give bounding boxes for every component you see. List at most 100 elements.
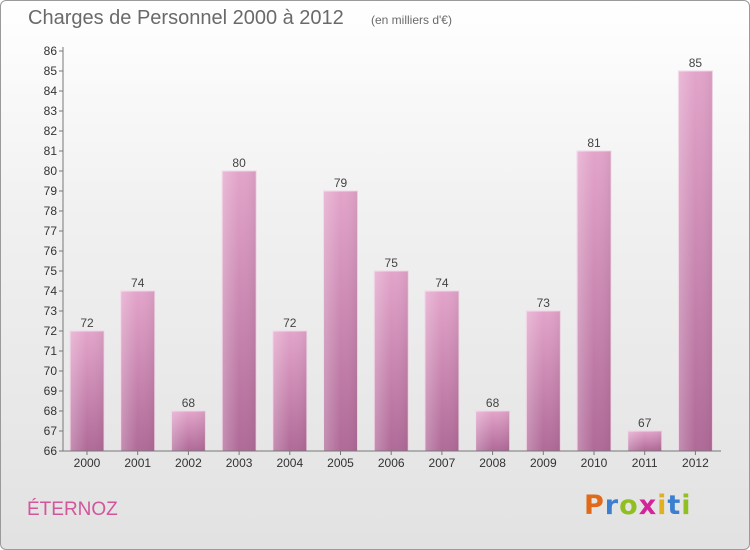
y-tick: 80 <box>44 164 63 178</box>
y-tick-label: 76 <box>44 244 58 258</box>
bar-group: 74 <box>120 276 156 452</box>
y-tick-label: 80 <box>44 164 58 178</box>
x-tick-label: 2003 <box>226 456 253 470</box>
logo-letter: r <box>604 490 620 521</box>
commune-name: ÉTERNOZ <box>27 499 118 520</box>
y-tick: 75 <box>44 264 63 278</box>
bar-value-label: 81 <box>587 136 601 150</box>
y-tick: 76 <box>44 244 63 258</box>
bar-group: 80 <box>221 156 257 452</box>
x-tick: 2005 <box>327 451 354 470</box>
bar-group: 74 <box>424 276 460 452</box>
y-tick: 86 <box>44 44 63 58</box>
bar-shine <box>577 151 611 451</box>
x-tick: 2001 <box>124 451 151 470</box>
y-tick-label: 85 <box>44 64 58 78</box>
y-tick-label: 77 <box>44 224 58 238</box>
x-tick-label: 2008 <box>479 456 506 470</box>
x-tick: 2007 <box>429 451 456 470</box>
bar-group: 68 <box>475 396 511 452</box>
bar-group: 72 <box>272 316 308 452</box>
y-tick: 70 <box>44 364 63 378</box>
bar-group: 67 <box>627 416 663 452</box>
x-tick: 2000 <box>74 451 101 470</box>
x-tick-label: 2001 <box>124 456 151 470</box>
bar-value-label: 85 <box>689 56 703 70</box>
y-tick: 74 <box>44 284 63 298</box>
x-tick-label: 2005 <box>327 456 354 470</box>
bar-value-label: 75 <box>385 256 399 270</box>
y-tick-label: 70 <box>44 364 58 378</box>
y-tick: 84 <box>44 84 63 98</box>
bar-shine <box>323 191 358 451</box>
y-tick-label: 83 <box>44 104 58 118</box>
bar-group: 72 <box>69 316 105 452</box>
bar-value-label: 80 <box>232 156 246 170</box>
bar-shine <box>526 311 561 451</box>
proxiti-logo: Proxiti <box>584 490 692 521</box>
x-tick-label: 2006 <box>378 456 405 470</box>
x-axis: 2000 2001 2002 2003 2004 2005 2006 2007 2008 2009… <box>74 451 709 470</box>
y-tick-label: 71 <box>44 344 58 358</box>
bar-shine <box>475 411 510 451</box>
bar-shine <box>627 431 662 451</box>
y-tick: 82 <box>44 124 63 138</box>
y-tick-label: 69 <box>44 384 58 398</box>
y-tick-label: 79 <box>44 184 58 198</box>
x-tick-label: 2010 <box>581 456 608 470</box>
x-tick: 2008 <box>479 451 506 470</box>
y-tick-label: 82 <box>44 124 58 138</box>
y-tick-label: 66 <box>44 444 58 458</box>
y-tick: 67 <box>44 424 63 438</box>
x-tick: 2003 <box>226 451 253 470</box>
x-tick: 2011 <box>632 451 658 470</box>
y-tick-label: 75 <box>44 264 58 278</box>
y-tick-label: 67 <box>44 424 58 438</box>
chart-unit: (en milliers d'€) <box>371 13 452 27</box>
y-axis: 66 67 68 69 70 71 72 73 74 75 76 77 78 79 80 81 82 83 84 85… <box>44 44 63 458</box>
y-tick-label: 86 <box>44 44 58 58</box>
bar-value-label: 73 <box>537 296 551 310</box>
bar-value-label: 72 <box>80 316 94 330</box>
bar-shine <box>374 271 409 451</box>
y-tick: 69 <box>44 384 63 398</box>
y-tick: 68 <box>44 404 63 418</box>
bar-value-label: 74 <box>435 276 449 290</box>
bar-group: 75 <box>373 256 409 452</box>
x-tick: 2004 <box>276 451 303 470</box>
axis-lines <box>62 47 721 452</box>
y-tick: 77 <box>44 224 63 238</box>
x-tick-label: 2007 <box>429 456 456 470</box>
bar-shine <box>171 411 206 451</box>
bars: 72 74 68 80 72 79 75 74 68 73 81 67 85 <box>69 56 713 452</box>
logo-letter: t <box>667 490 682 521</box>
x-tick: 2009 <box>530 451 557 470</box>
bar-shine <box>424 291 459 451</box>
bar-shine <box>272 331 307 451</box>
y-tick: 79 <box>44 184 63 198</box>
x-tick-label: 2011 <box>632 456 658 470</box>
y-tick-label: 78 <box>44 204 58 218</box>
bar-value-label: 68 <box>182 396 196 410</box>
bar-group: 68 <box>170 396 206 452</box>
bar-shine <box>678 71 713 451</box>
x-tick-label: 2000 <box>74 456 101 470</box>
y-tick-label: 72 <box>44 324 58 338</box>
bar-shine <box>222 171 257 451</box>
y-tick: 85 <box>44 64 63 78</box>
bar-value-label: 67 <box>638 416 652 430</box>
bar-group: 81 <box>576 136 612 452</box>
y-tick: 72 <box>44 324 63 338</box>
y-tick-label: 73 <box>44 304 58 318</box>
y-tick-label: 81 <box>44 144 58 158</box>
y-tick-label: 68 <box>44 404 58 418</box>
logo-letter: o <box>619 490 639 521</box>
y-tick: 73 <box>44 304 63 318</box>
chart-title: Charges de Personnel 2000 à 2012 <box>28 7 344 29</box>
y-tick-label: 84 <box>44 84 58 98</box>
y-tick: 83 <box>44 104 63 118</box>
logo-letter: i <box>681 490 692 521</box>
bar-value-label: 79 <box>334 176 348 190</box>
